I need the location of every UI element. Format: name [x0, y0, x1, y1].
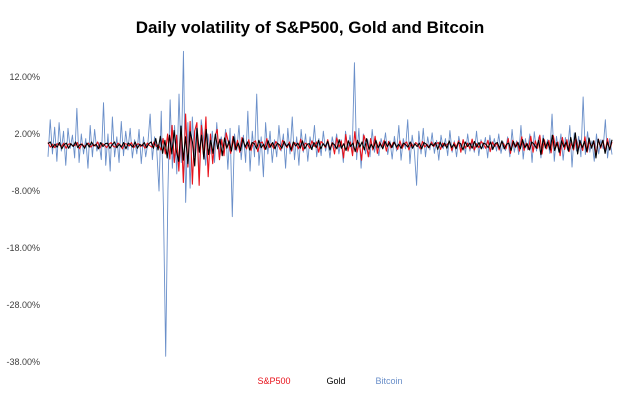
legend-entry-gold: Gold [326, 376, 345, 386]
legend: S&P500 Gold Bitcoin [257, 376, 402, 386]
series-line-gold [47, 125, 613, 167]
legend-entry-bitcoin: Bitcoin [375, 376, 402, 386]
legend-entry-s-p500: S&P500 [257, 376, 290, 386]
y-axis: 12.00% 2.00% -8.00% -18.00% -28.00% -38.00% [6, 72, 40, 367]
chart-title: Daily volatility of S&P500, Gold and Bit… [136, 18, 485, 37]
y-tick-label: -8.00% [11, 186, 40, 196]
y-tick-label: -18.00% [6, 243, 40, 253]
y-tick-label: 12.00% [9, 72, 40, 82]
y-tick-label: 2.00% [14, 129, 40, 139]
series-group [47, 50, 613, 357]
series-line-bitcoin [47, 50, 613, 357]
y-tick-label: -38.00% [6, 357, 40, 367]
y-tick-label: -28.00% [6, 300, 40, 310]
